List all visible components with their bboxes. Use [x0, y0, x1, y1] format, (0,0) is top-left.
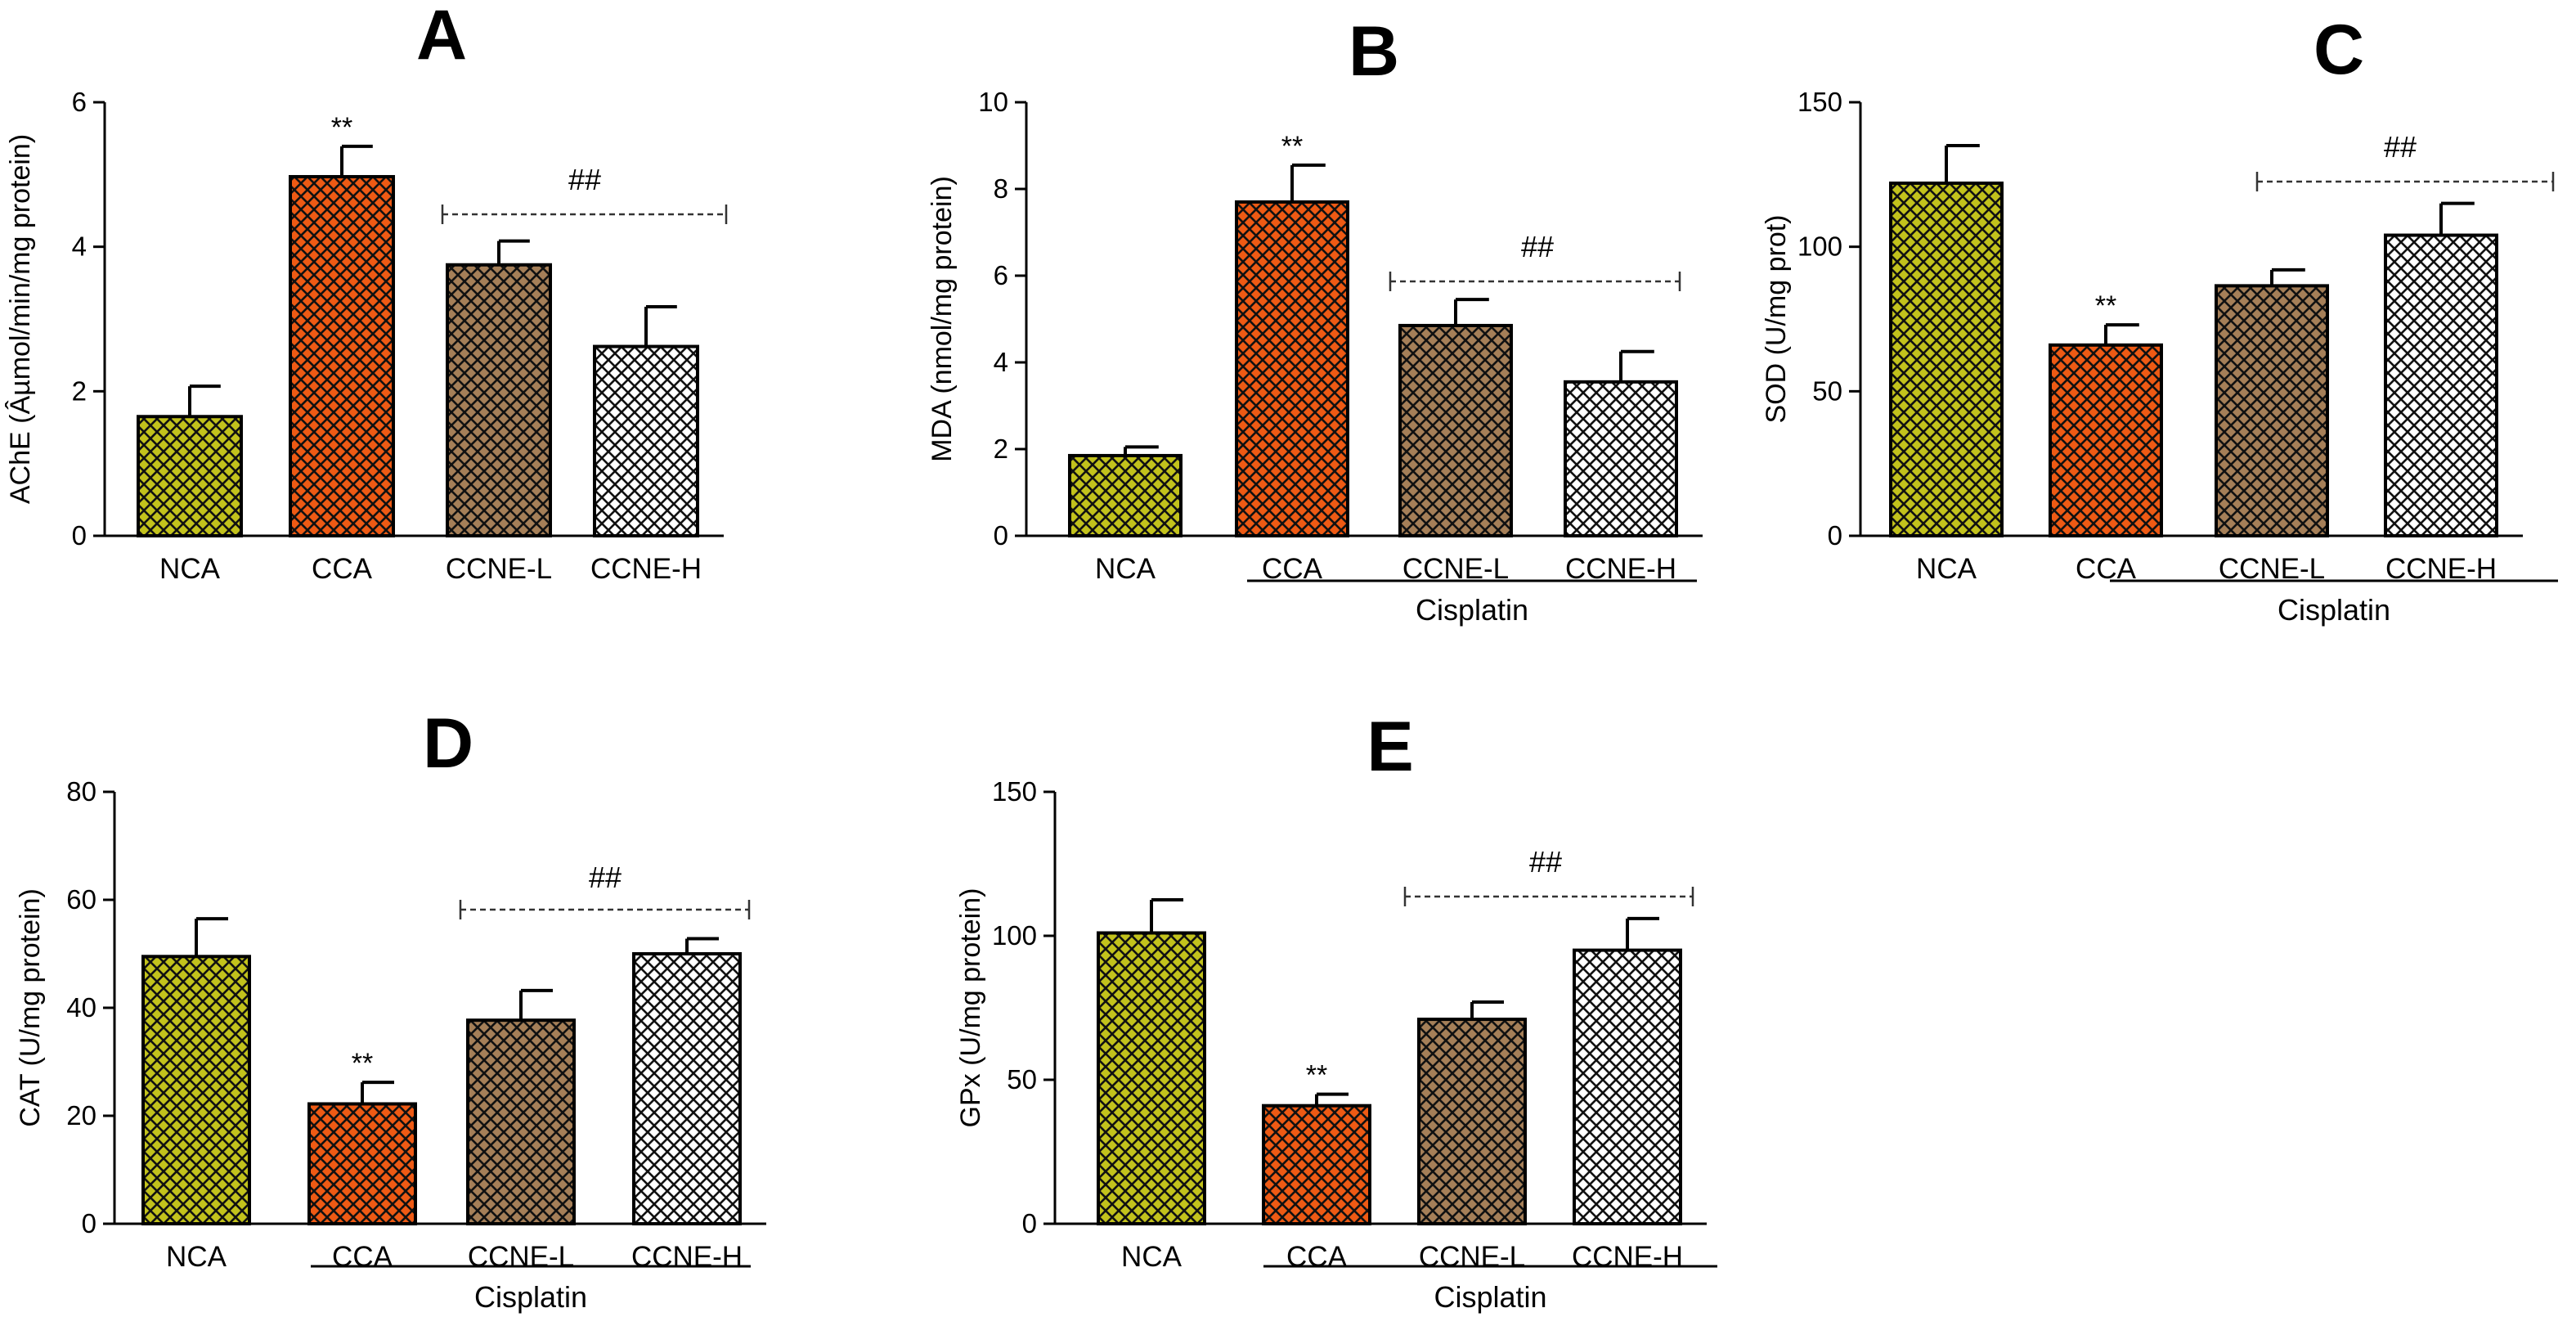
bar-nca: [1068, 453, 1183, 538]
x-tick-label: CCNE-L: [468, 1241, 574, 1273]
bar-ccne-l: [2215, 284, 2329, 537]
y-tick-label: 8: [994, 173, 1008, 204]
group-label: Cisplatin: [1416, 593, 1528, 627]
panel-d: D 0 20 40 60 80 CAT (U/mg protein) NCA CCA ** CCNE…: [15, 704, 766, 1314]
bar-ccne-h: [593, 344, 699, 538]
panel-letter: B: [1349, 12, 1399, 91]
bar-nca: [1097, 931, 1206, 1225]
y-axis-label: MDA (nmol/mg protein): [927, 176, 958, 462]
y-tick-label: 100: [1797, 231, 1842, 262]
panel-letter: D: [423, 704, 473, 783]
y-tick-label: 50: [1812, 375, 1842, 406]
y-tick-label: 0: [82, 1208, 96, 1238]
bar-cca: [289, 174, 395, 537]
y-tick-label: 4: [994, 347, 1008, 377]
y-tick-label: 0: [1022, 1208, 1037, 1238]
bar-ccne-h: [2384, 233, 2498, 537]
y-axis-label: CAT (U/mg protein): [15, 888, 46, 1127]
group-label: Cisplatin: [1434, 1280, 1546, 1314]
x-tick-label: CCNE-L: [1419, 1241, 1525, 1273]
hash-marker: ##: [1521, 230, 1554, 263]
significance-marker: **: [2095, 290, 2116, 321]
x-tick-label: NCA: [159, 553, 221, 585]
panel-letter: C: [2313, 11, 2364, 89]
x-tick-label: CCNE-L: [446, 553, 552, 585]
x-tick-label: NCA: [1095, 553, 1156, 585]
y-tick-label: 100: [992, 920, 1037, 951]
bar-nca: [137, 415, 243, 537]
x-tick-label: NCA: [166, 1241, 227, 1273]
y-tick-label: 150: [992, 776, 1037, 807]
panel-a: A 0 2 4 6 AChE (Âµmol/min/mg protein) NCA CCA **…: [5, 0, 728, 585]
y-tick-label: 60: [66, 884, 96, 915]
bar-ccne-l: [446, 263, 552, 537]
y-tick-label: 2: [72, 375, 87, 406]
x-tick-label: CCNE-H: [590, 553, 702, 585]
x-tick-label: NCA: [1916, 553, 1977, 585]
significance-marker: **: [1281, 131, 1303, 162]
y-tick-label: 6: [994, 260, 1008, 290]
bar-cca: [1262, 1104, 1371, 1226]
bar-ccne-h: [1573, 948, 1682, 1225]
significance-marker: **: [352, 1048, 373, 1079]
bar-nca: [1889, 181, 2004, 538]
x-tick-label: CCA: [332, 1241, 393, 1273]
hash-marker: ##: [589, 861, 622, 894]
y-tick-label: 50: [1007, 1064, 1037, 1095]
panel-letter: A: [416, 0, 467, 74]
panel-e: E 0 50 100 150 GPx (U/mg protein) NCA CCA ** CCNE…: [955, 708, 1717, 1314]
y-tick-label: 4: [72, 231, 87, 262]
hash-marker: ##: [1529, 845, 1562, 879]
significance-marker: **: [1306, 1060, 1327, 1091]
y-axis-label: AChE (Âµmol/min/mg protein): [5, 134, 36, 504]
y-tick-label: 0: [1828, 520, 1842, 551]
x-tick-label: CCNE-H: [1572, 1241, 1683, 1273]
x-tick-label: CCNE-H: [631, 1241, 743, 1273]
significance-marker: **: [331, 112, 352, 143]
hash-marker: ##: [2384, 130, 2417, 164]
y-tick-label: 40: [66, 992, 96, 1023]
y-tick-label: 10: [978, 87, 1008, 117]
y-tick-label: 80: [66, 776, 96, 807]
hash-marker: ##: [568, 163, 601, 196]
y-tick-label: 6: [72, 87, 87, 117]
bar-ccne-l: [466, 1018, 576, 1226]
y-tick-label: 20: [66, 1100, 96, 1130]
x-tick-label: CCA: [312, 553, 373, 585]
bar-nca: [141, 955, 251, 1226]
bar-cca: [2049, 343, 2163, 537]
y-tick-label: 0: [72, 520, 87, 551]
y-tick-label: 0: [994, 520, 1008, 551]
bar-cca: [1235, 200, 1349, 537]
x-tick-label: NCA: [1121, 1241, 1183, 1273]
bar-ccne-h: [1564, 380, 1678, 537]
bar-cca: [307, 1102, 417, 1225]
x-tick-label: CCA: [1286, 1241, 1348, 1273]
bar-ccne-l: [1398, 323, 1513, 537]
y-tick-label: 150: [1797, 87, 1842, 117]
y-axis-label: SOD (U/mg prot): [1761, 214, 1792, 423]
group-label: Cisplatin: [474, 1280, 587, 1314]
bar-ccne-l: [1417, 1018, 1527, 1225]
bar-ccne-h: [632, 952, 742, 1225]
y-axis-label: GPx (U/mg protein): [955, 888, 986, 1128]
y-tick-label: 2: [994, 434, 1008, 464]
group-label: Cisplatin: [2278, 593, 2390, 627]
panel-letter: E: [1367, 708, 1413, 786]
